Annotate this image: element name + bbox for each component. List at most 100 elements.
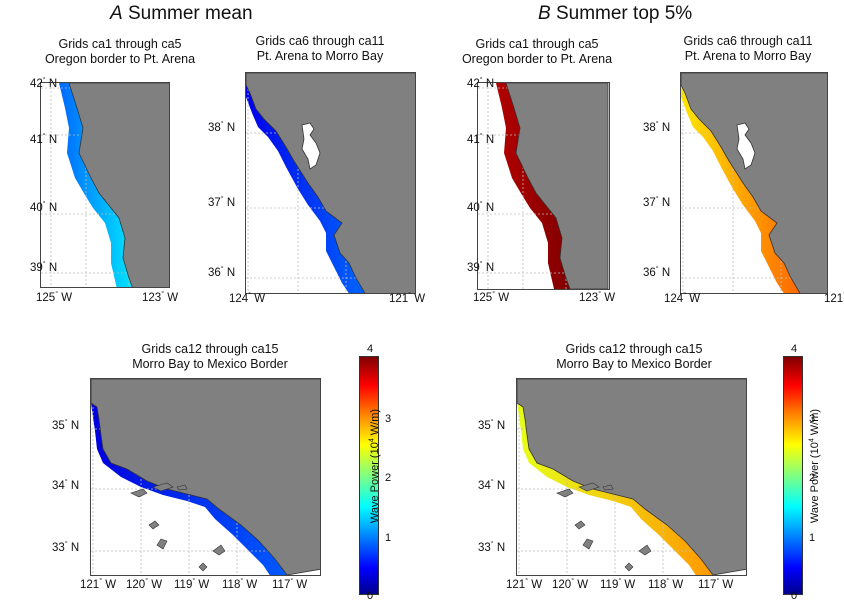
land-mass [681,73,827,293]
lon-tick-label: 124° W [664,292,701,305]
panel-title: Summer mean [127,3,253,24]
island [130,488,148,498]
colorbar-label: Wave Power (104 W/m) [368,408,381,524]
map-frame-central [680,72,828,294]
land-mass [91,379,320,575]
panel-letter: B [538,3,551,24]
map-frame-south [90,378,321,576]
lon-tick-label: 121° W [80,578,117,591]
map-canvas [246,73,415,293]
lat-tick-label: 40° N [467,201,495,214]
land-mass [517,379,746,575]
lon-tick-label: 120° W [552,578,589,591]
lon-tick-label: 123° W [579,291,616,304]
map-canvas [41,83,169,287]
colorbar-tick: 3 [809,413,816,425]
map-title: Grids ca6 through ca11 Pt. Arena to Morro… [638,34,844,64]
map-canvas [478,83,609,289]
map-title-line-1: Grids ca12 through ca15 [141,342,279,356]
map-title-line-2: Oregon border to Pt. Arena [44,52,196,66]
map-title-line-2: Oregon border to Pt. Arena [461,52,613,66]
lat-tick-label: 34° N [478,479,506,492]
lat-tick-label: 35° N [478,419,506,432]
lon-tick-label: 119° W [600,578,636,591]
island [556,488,574,498]
land-mass [246,73,415,293]
colorbar-tick: 0 [791,590,798,602]
island [638,544,652,556]
island [176,484,188,491]
map-frame-central [245,72,416,294]
lat-tick-label: 33° N [52,541,80,554]
lon-tick-label: 120° W [126,578,163,591]
lon-tick-label: 117° W [272,578,308,591]
map-title-line-1: Grids ca12 through ca15 [565,342,703,356]
lat-tick-label: 39° N [30,261,58,274]
colorbar-tick: 1 [809,532,816,544]
map-title-line-2: Morro Bay to Mexico Border [556,357,712,371]
map-frame-north [40,82,170,288]
lat-tick-label: 35° N [52,419,80,432]
colorbar-tick: 0 [367,590,374,602]
map-canvas [517,379,746,575]
map-frame-north [477,82,610,290]
lon-tick-label: 121° W [389,292,426,305]
island [212,544,226,556]
lon-tick-label: 123° W [142,291,179,304]
lon-tick-label: 125° W [473,291,510,304]
lon-tick-label: 118° W [222,578,258,591]
wave-power-band [59,83,133,287]
island [624,562,634,572]
lat-tick-label: 41° N [30,133,58,146]
lat-tick-label: 39° N [467,261,495,274]
lat-tick-label: 40° N [30,201,58,214]
map-title: Grids ca1 through ca5 Oregon border to Pt… [10,37,230,67]
map-frame-south [516,378,747,576]
map-title: Grids ca1 through ca5 Oregon border to Pt… [427,37,647,67]
lat-tick-label: 42° N [467,77,495,90]
wave-power-band [517,403,713,575]
colorbar-tick: 1 [385,532,392,544]
lat-tick-label: 36° N [208,266,236,279]
map-title-line-1: Grids ca6 through ca11 [255,34,385,48]
island [602,484,614,491]
island [198,562,208,572]
panel-b-heading: B Summer top 5% [538,3,692,25]
colorbar-tick: 4 [791,343,798,355]
wave-power-band [681,85,800,293]
island [152,482,174,492]
wave-power-band [91,403,287,575]
lat-tick-label: 38° N [643,121,671,134]
map-title-line-1: Grids ca6 through ca11 [683,34,813,48]
map-canvas [681,73,827,293]
island [156,538,168,550]
lat-tick-label: 34° N [52,479,80,492]
lon-tick-label: 117° W [698,578,734,591]
lon-tick-label: 125° W [36,291,73,304]
lon-tick-label: 124° W [229,292,266,305]
island [574,520,586,530]
bay-water [301,122,321,170]
lat-tick-label: 41° N [467,133,495,146]
lat-tick-label: 38° N [208,121,236,134]
wave-power-band [496,83,570,289]
colorbar-tick: 4 [367,343,374,355]
colorbar-tick: 2 [385,472,392,484]
island [578,482,600,492]
lon-tick-label: 121° W [506,578,543,591]
panel-a-heading: A Summer mean [110,3,253,25]
wave-power-band [246,85,365,293]
lat-tick-label: 37° N [208,196,236,209]
lat-tick-label: 37° N [643,196,671,209]
lat-tick-label: 42° N [30,77,58,90]
map-title-line-2: Morro Bay to Mexico Border [132,357,288,371]
map-title: Grids ca12 through ca15 Morro Bay to Mexi… [524,342,744,372]
map-title: Grids ca12 through ca15 Morro Bay to Mexi… [100,342,320,372]
map-title-line-2: Pt. Arena to Morro Bay [256,49,384,63]
map-title: Grids ca6 through ca11 Pt. Arena to Morro… [210,34,430,64]
map-title-line-1: Grids ca1 through ca5 [58,37,182,51]
island [582,538,594,550]
colorbar-gradient [783,356,803,595]
bay-water [736,122,756,170]
panel-title: Summer top 5% [555,3,693,24]
